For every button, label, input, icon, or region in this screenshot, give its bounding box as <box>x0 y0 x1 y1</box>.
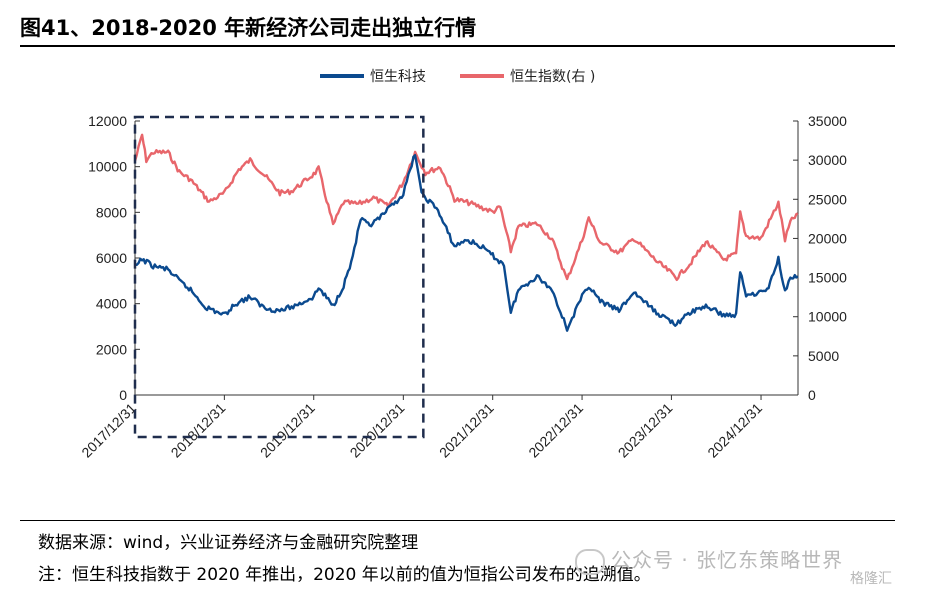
x-tick-label: 2019/12/31 <box>257 400 318 461</box>
title-divider <box>20 45 895 47</box>
page-title: 图41、2018-2020 年新经济公司走出独立行情 <box>20 16 477 40</box>
chart-legend: 恒生科技 恒生指数(右 ) <box>320 69 595 85</box>
y-left-tick-label: 2000 <box>96 341 127 357</box>
footer-divider <box>20 520 895 521</box>
highlight-box <box>133 115 425 439</box>
y-left-tick-label: 6000 <box>96 250 127 266</box>
x-tick-label: 2020/12/31 <box>347 400 408 461</box>
y-left-tick-label: 12000 <box>88 113 127 129</box>
y-right-tick-label: 20000 <box>808 230 847 246</box>
source-note: 数据来源：wind，兴业证券经济与金融研究院整理 <box>38 533 419 553</box>
watermark-secondary: 格隆汇 <box>850 571 892 587</box>
x-tick-label: 2018/12/31 <box>168 400 229 461</box>
chart-axes: 0 2000 4000 6000 8000 10000 12000 0 5000 10000 150… <box>78 113 847 461</box>
legend-label: 恒生指数(右 ) <box>510 69 595 85</box>
y-right-tick-label: 15000 <box>808 270 847 286</box>
y-left-tick-label: 4000 <box>96 296 127 312</box>
series-line-hsi <box>133 133 799 282</box>
y-right-tick-label: 25000 <box>808 191 847 207</box>
y-right-tick-label: 10000 <box>808 309 847 325</box>
y-right-tick-label: 0 <box>808 387 816 403</box>
highlight-rect <box>133 115 425 439</box>
y-left-tick-label: 0 <box>119 387 127 403</box>
x-tick-label: 2021/12/31 <box>436 400 497 461</box>
watermark-text: 公众号 · 张忆东策略世界 <box>611 548 844 572</box>
y-right-tick-label: 35000 <box>808 113 847 129</box>
chart-lines <box>133 133 799 332</box>
x-tick-label: 2023/12/31 <box>615 400 676 461</box>
chart: 恒生科技 恒生指数(右 ) 0 2000 4000 6000 8000 10000 12000… <box>78 69 847 461</box>
watermark: 公众号 · 张忆东策略世界 <box>575 544 843 575</box>
wechat-icon <box>575 548 605 575</box>
x-tick-label: 2022/12/31 <box>525 400 586 461</box>
footnote: 注：恒生科技指数于 2020 年推出，2020 年以前的值为恒指公司发布的追溯值… <box>38 565 651 585</box>
y-left-tick-label: 8000 <box>96 204 127 220</box>
y-right-tick-label: 30000 <box>808 152 847 168</box>
series-line-hstech <box>134 154 799 332</box>
x-tick-label: 2024/12/31 <box>704 400 765 461</box>
legend-label: 恒生科技 <box>370 69 426 85</box>
y-left-tick-label: 10000 <box>88 159 127 175</box>
x-tick-label: 2017/12/31 <box>78 400 139 461</box>
y-right-tick-label: 5000 <box>808 348 839 364</box>
